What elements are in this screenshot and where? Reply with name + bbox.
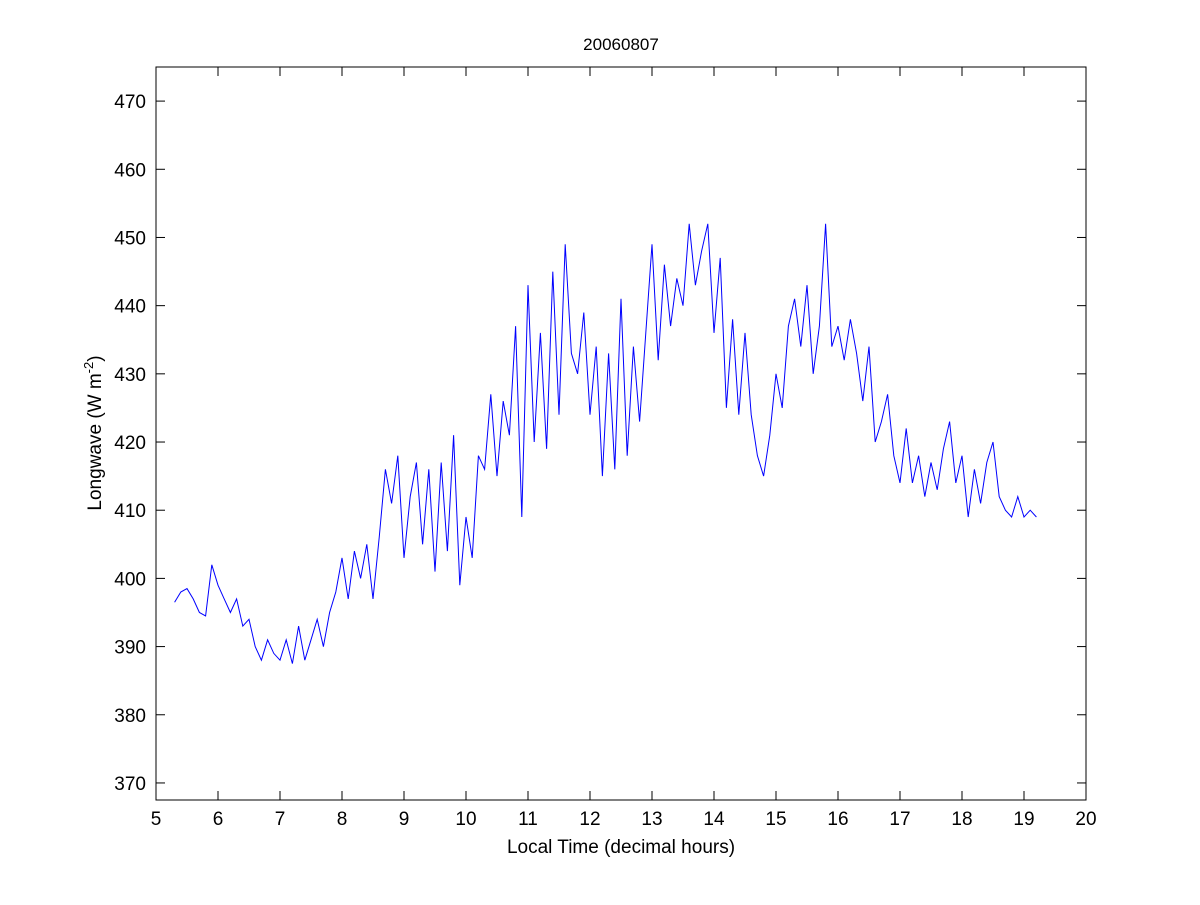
x-tick-label: 13 bbox=[641, 809, 662, 830]
x-tick-label: 17 bbox=[889, 809, 910, 830]
x-tick-label: 20 bbox=[1075, 809, 1096, 830]
y-tick-label: 380 bbox=[114, 706, 146, 727]
axis-ticks: 5 6 7 8 9 10 11 12 13 14 15 16 17 18 19 20 370 380 390 400 4… bbox=[114, 67, 1097, 830]
y-axis-label-main: Longwave (W m bbox=[85, 373, 106, 510]
x-tick-label: 7 bbox=[275, 809, 286, 830]
y-tick-label: 420 bbox=[114, 433, 146, 454]
x-tick-label: 9 bbox=[399, 809, 410, 830]
y-tick-label: 400 bbox=[114, 569, 146, 590]
x-tick-label: 16 bbox=[827, 809, 848, 830]
y-axis-label: Longwave (W m-2) bbox=[81, 355, 106, 510]
y-tick-label: 390 bbox=[114, 638, 146, 659]
y-tick-label: 450 bbox=[114, 228, 146, 249]
chart-title: 20060807 bbox=[583, 35, 659, 54]
x-tick-label: 5 bbox=[151, 809, 162, 830]
y-axis-label-exponent: -2 bbox=[81, 362, 96, 374]
x-tick-label: 6 bbox=[213, 809, 224, 830]
x-tick-label: 15 bbox=[765, 809, 786, 830]
y-tick-label: 370 bbox=[114, 774, 146, 795]
y-tick-label: 430 bbox=[114, 365, 146, 386]
x-tick-label: 10 bbox=[455, 809, 476, 830]
y-tick-label: 460 bbox=[114, 160, 146, 181]
x-tick-label: 14 bbox=[703, 809, 725, 830]
x-tick-label: 11 bbox=[518, 809, 538, 830]
y-axis-label-close: ) bbox=[85, 355, 106, 361]
y-tick-label: 470 bbox=[114, 92, 146, 113]
x-axis-label: Local Time (decimal hours) bbox=[507, 837, 735, 858]
x-tick-label: 12 bbox=[579, 809, 600, 830]
y-tick-label: 410 bbox=[114, 501, 146, 522]
series-line-longwave bbox=[174, 223, 1037, 664]
x-tick-label: 8 bbox=[337, 809, 348, 830]
y-tick-label: 440 bbox=[114, 297, 146, 318]
x-tick-label: 19 bbox=[1013, 809, 1034, 830]
plot-area bbox=[155, 66, 1087, 801]
x-tick-label: 18 bbox=[951, 809, 972, 830]
